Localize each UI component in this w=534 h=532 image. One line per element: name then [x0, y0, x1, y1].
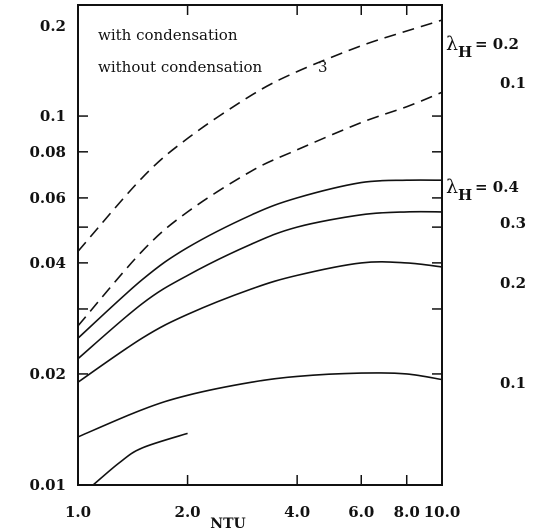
curve-labels: 0.1 0.3 0.2 0.1	[500, 74, 526, 392]
curve-value-label: 0.1	[500, 374, 526, 392]
plot-frame	[77, 4, 443, 486]
series-line-solid	[77, 372, 443, 438]
legend-entry-with-condensation: with condensation	[98, 26, 238, 44]
x-tick-label: 10.0	[424, 503, 461, 521]
series-line-dashed	[77, 91, 443, 327]
x-axis: 1.0 2.0 4.0 6.0 8.0 10.0	[65, 5, 460, 521]
lambda-value: = 0.4	[475, 178, 519, 196]
y-tick-label: 0.06	[29, 189, 66, 207]
lambda-label-solid: λ H = 0.4	[446, 176, 519, 204]
legend-entry-without-condensation: without condensation	[98, 58, 263, 76]
y-axis: 0.01 0.02 0.04 0.06 0.08 0.1 0.2	[29, 4, 442, 494]
series-line-solid	[92, 432, 188, 486]
y-tick-label: 0.1	[40, 107, 66, 125]
lambda-subscript: H	[458, 43, 472, 61]
legend-note: 3	[318, 58, 328, 76]
series-line-solid	[77, 179, 443, 339]
y-tick-label: 0.01	[29, 476, 66, 494]
y-tick-label: 0.04	[29, 254, 66, 272]
x-tick-label: 8.0	[394, 503, 420, 521]
y-tick-label: 0.08	[29, 143, 66, 161]
x-tick-label: 4.0	[284, 503, 310, 521]
series-layer	[77, 19, 443, 486]
lambda-label-dashed: λ H = 0.2	[446, 33, 519, 61]
x-tick-label: 6.0	[348, 503, 374, 521]
x-axis-label: NTU	[210, 516, 245, 532]
curve-value-label: 0.2	[500, 274, 526, 292]
lambda-subscript: H	[458, 186, 472, 204]
curve-value-label: 0.3	[500, 214, 526, 232]
x-tick-label: 2.0	[175, 503, 201, 521]
series-line-solid	[77, 260, 443, 383]
y-tick-label: 0.02	[29, 365, 66, 383]
y-tick-label: 0.2	[40, 17, 66, 35]
lambda-symbol: λ	[446, 176, 458, 198]
lambda-value: = 0.2	[475, 35, 519, 53]
series-line-dashed	[77, 19, 443, 252]
lambda-symbol: λ	[446, 33, 458, 55]
curve-value-label: 0.1	[500, 74, 526, 92]
x-tick-label: 1.0	[65, 503, 91, 521]
series-line-solid	[77, 210, 443, 360]
